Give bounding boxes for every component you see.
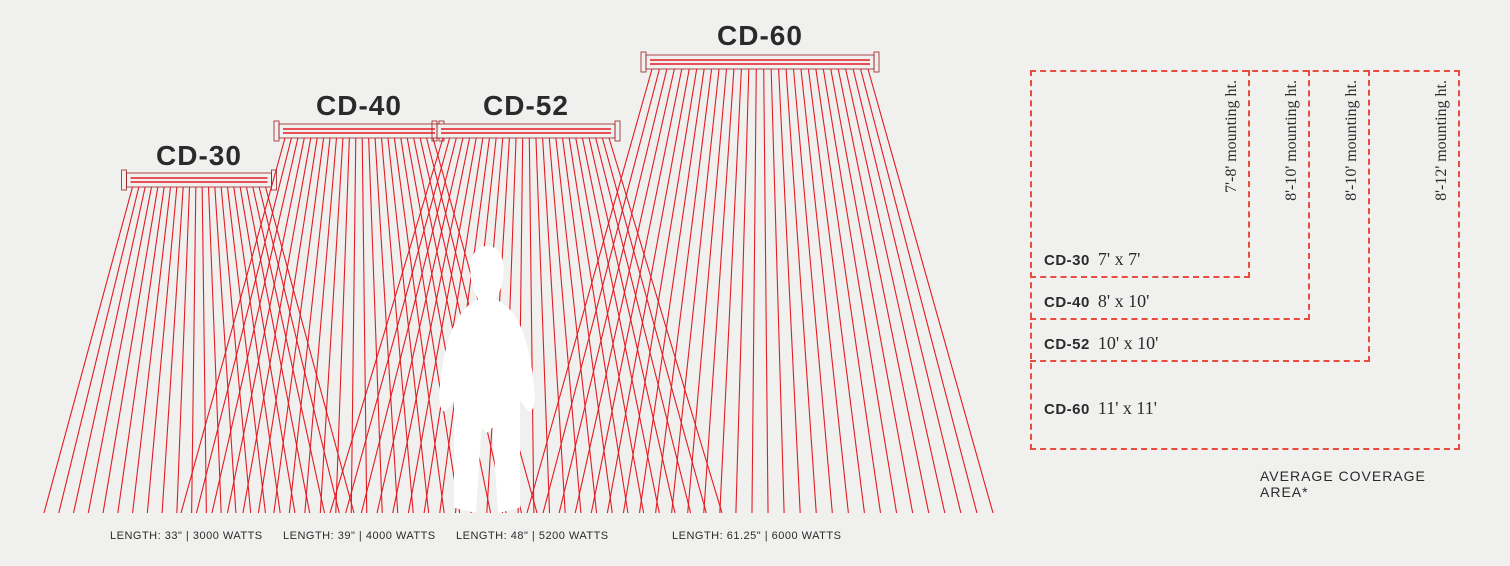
coverage-row-model: CD-52: [1044, 336, 1090, 353]
coverage-row-area: 11' x 11': [1098, 398, 1157, 418]
coverage-row-model: CD-60: [1044, 401, 1090, 418]
coverage-table: AVERAGE COVERAGE AREA* CD-307' x 7'7'-8'…: [1030, 70, 1470, 480]
coverage-row-area: 10' x 10': [1098, 333, 1159, 353]
coverage-row: CD-52 10' x 10': [1044, 333, 1158, 354]
heater-spec: LENGTH: 61.25" | 6000 WATTS: [672, 530, 841, 542]
coverage-caption: AVERAGE COVERAGE AREA*: [1260, 468, 1470, 500]
person-silhouette: [432, 246, 542, 513]
beam-diagram: CD-30LENGTH: 33" | 3000 WATTSCD-40LENGTH…: [0, 0, 1000, 566]
mounting-height-label: 8'-12' mounting ht.: [1433, 80, 1451, 201]
coverage-row: CD-60 11' x 11': [1044, 398, 1157, 419]
mounting-height-label: 8'-10' mounting ht.: [1343, 80, 1361, 201]
coverage-box: [1030, 70, 1370, 362]
